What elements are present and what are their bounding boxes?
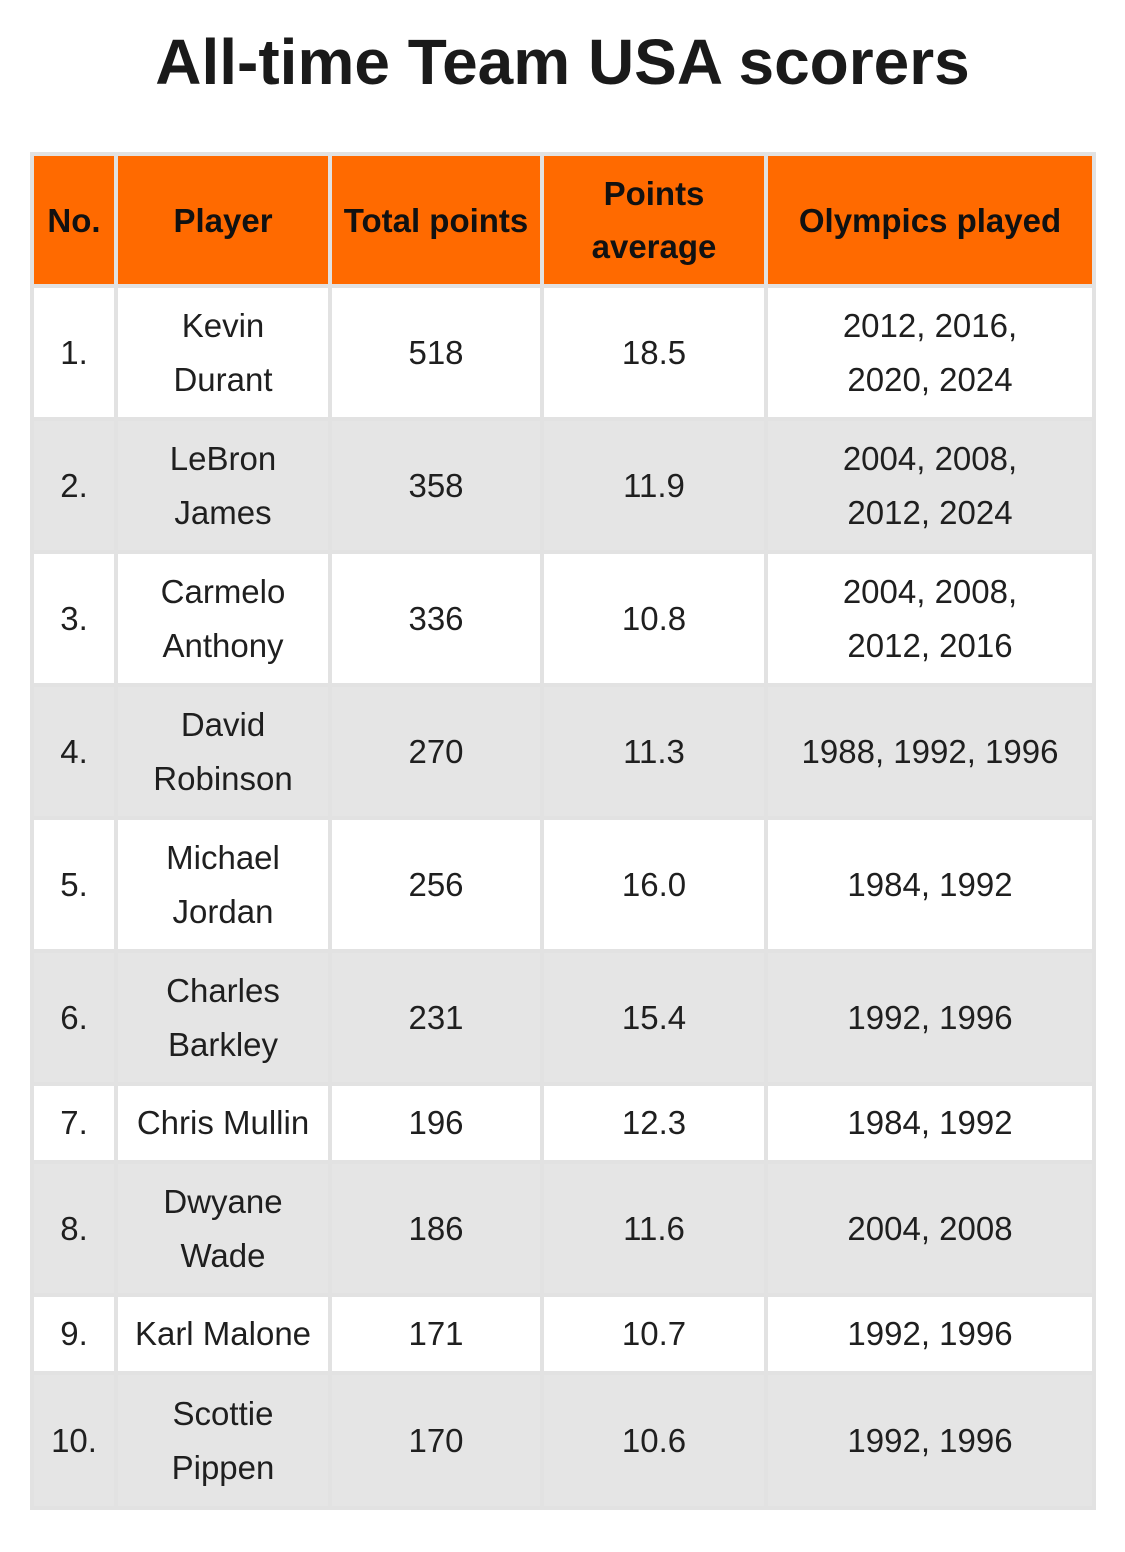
table-row: 7. Chris Mullin 196 12.3 1984, 1992 — [34, 1086, 1092, 1160]
table-row: 8. Dwyane Wade 186 11.6 2004, 2008 — [34, 1164, 1092, 1293]
cell-olympics-played: 1992, 1996 — [768, 1375, 1092, 1506]
cell-no: 10. — [34, 1375, 114, 1506]
page-title: All-time Team USA scorers — [155, 26, 970, 98]
cell-total-points: 358 — [332, 421, 540, 550]
table-row: 9. Karl Malone 171 10.7 1992, 1996 — [34, 1297, 1092, 1371]
cell-total-points: 186 — [332, 1164, 540, 1293]
cell-total-points: 170 — [332, 1375, 540, 1506]
cell-no: 2. — [34, 421, 114, 550]
cell-olympics-played: 1984, 1992 — [768, 820, 1092, 949]
header-olympics-played: Olympics played — [768, 156, 1092, 284]
scorers-table: No. Player Total points Points average O… — [30, 152, 1096, 1510]
table-row: 1. Kevin Durant 518 18.5 2012, 2016, 202… — [34, 288, 1092, 417]
cell-no: 5. — [34, 820, 114, 949]
cell-no: 1. — [34, 288, 114, 417]
cell-no: 7. — [34, 1086, 114, 1160]
table-row: 10. Scottie Pippen 170 10.6 1992, 1996 — [34, 1375, 1092, 1506]
cell-olympics-played: 1984, 1992 — [768, 1086, 1092, 1160]
cell-no: 4. — [34, 687, 114, 816]
table-row: 4. David Robinson 270 11.3 1988, 1992, 1… — [34, 687, 1092, 816]
cell-points-average: 11.6 — [544, 1164, 764, 1293]
cell-points-average: 10.8 — [544, 554, 764, 683]
table-row: 6. Charles Barkley 231 15.4 1992, 1996 — [34, 953, 1092, 1082]
cell-olympics-played: 1992, 1996 — [768, 953, 1092, 1082]
table-row: 2. LeBron James 358 11.9 2004, 2008, 201… — [34, 421, 1092, 550]
header-no: No. — [34, 156, 114, 284]
cell-no: 9. — [34, 1297, 114, 1371]
cell-no: 6. — [34, 953, 114, 1082]
cell-player: Chris Mullin — [118, 1086, 328, 1160]
header-player: Player — [118, 156, 328, 284]
cell-olympics-played: 2004, 2008, 2012, 2024 — [768, 421, 1092, 550]
cell-player: Charles Barkley — [118, 953, 328, 1082]
cell-player: Kevin Durant — [118, 288, 328, 417]
cell-player: Scottie Pippen — [118, 1375, 328, 1506]
table-row: 3. Carmelo Anthony 336 10.8 2004, 2008, … — [34, 554, 1092, 683]
cell-player: Michael Jordan — [118, 820, 328, 949]
table-row: 5. Michael Jordan 256 16.0 1984, 1992 — [34, 820, 1092, 949]
cell-player: Carmelo Anthony — [118, 554, 328, 683]
cell-olympics-played: 2004, 2008 — [768, 1164, 1092, 1293]
cell-player: Dwyane Wade — [118, 1164, 328, 1293]
cell-no: 3. — [34, 554, 114, 683]
cell-player: LeBron James — [118, 421, 328, 550]
cell-points-average: 18.5 — [544, 288, 764, 417]
cell-points-average: 15.4 — [544, 953, 764, 1082]
header-total-points: Total points — [332, 156, 540, 284]
cell-olympics-played: 1988, 1992, 1996 — [768, 687, 1092, 816]
cell-points-average: 11.9 — [544, 421, 764, 550]
cell-points-average: 10.7 — [544, 1297, 764, 1371]
header-points-average: Points average — [544, 156, 764, 284]
table-header-row: No. Player Total points Points average O… — [34, 156, 1092, 284]
cell-points-average: 16.0 — [544, 820, 764, 949]
cell-player: David Robinson — [118, 687, 328, 816]
cell-olympics-played: 2004, 2008, 2012, 2016 — [768, 554, 1092, 683]
cell-olympics-played: 1992, 1996 — [768, 1297, 1092, 1371]
cell-total-points: 270 — [332, 687, 540, 816]
cell-total-points: 196 — [332, 1086, 540, 1160]
cell-no: 8. — [34, 1164, 114, 1293]
cell-total-points: 256 — [332, 820, 540, 949]
cell-total-points: 231 — [332, 953, 540, 1082]
cell-olympics-played: 2012, 2016, 2020, 2024 — [768, 288, 1092, 417]
cell-total-points: 336 — [332, 554, 540, 683]
cell-total-points: 171 — [332, 1297, 540, 1371]
cell-player: Karl Malone — [118, 1297, 328, 1371]
cell-points-average: 11.3 — [544, 687, 764, 816]
cell-points-average: 10.6 — [544, 1375, 764, 1506]
cell-total-points: 518 — [332, 288, 540, 417]
cell-points-average: 12.3 — [544, 1086, 764, 1160]
